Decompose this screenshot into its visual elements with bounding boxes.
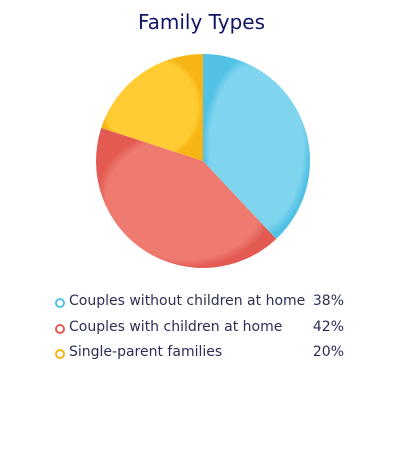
legend-value: 20% xyxy=(312,344,344,360)
legend-label: Couples without children at home xyxy=(69,293,306,309)
chart-title: Family Types xyxy=(137,10,266,34)
legend-item[interactable]: Single-parent families 20% xyxy=(55,344,355,370)
legend-marker-icon xyxy=(55,323,65,334)
legend-value: 42% xyxy=(312,318,344,335)
legend-value: 38% xyxy=(312,293,344,309)
pie-slice-2[interactable] xyxy=(95,127,277,268)
legend: Couples without children at home 38% Coupl… xyxy=(55,293,355,370)
legend-marker-icon xyxy=(55,349,65,359)
legend-item[interactable]: Couples without children at home 38% xyxy=(55,293,355,319)
pie-slice-1[interactable] xyxy=(203,54,310,239)
pie-chart-container xyxy=(88,46,318,276)
legend-marker-icon xyxy=(55,298,65,308)
legend-label: Single-parent families xyxy=(69,344,223,360)
pie-slice-3[interactable] xyxy=(101,54,203,161)
legend-item[interactable]: Couples with children at home 42% xyxy=(55,319,355,345)
legend-label: Couples with children at home xyxy=(69,318,283,335)
pie-chart xyxy=(95,54,310,268)
